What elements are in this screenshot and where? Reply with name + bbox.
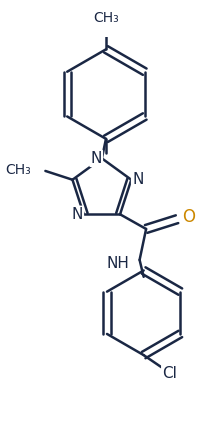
Text: N: N <box>131 172 143 187</box>
Text: N: N <box>90 151 101 166</box>
Text: CH₃: CH₃ <box>6 163 31 177</box>
Text: NH: NH <box>106 256 129 271</box>
Text: CH₃: CH₃ <box>93 12 118 25</box>
Text: N: N <box>71 207 82 222</box>
Text: O: O <box>181 208 194 226</box>
Text: Cl: Cl <box>162 366 176 381</box>
